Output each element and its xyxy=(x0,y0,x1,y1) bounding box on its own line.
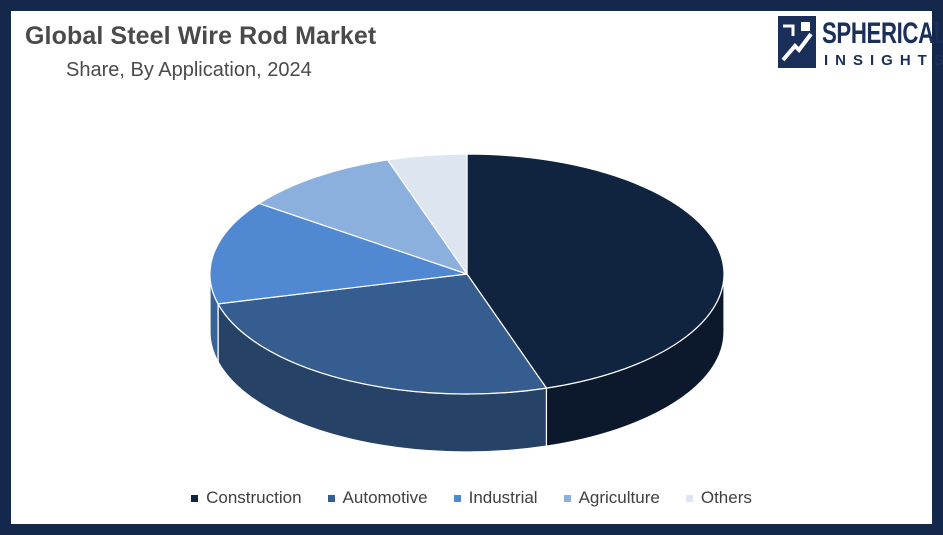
pie-slice-agriculture xyxy=(258,159,468,275)
legend-item-others: Others xyxy=(685,488,752,508)
pie-slice-construction xyxy=(466,153,725,389)
pie-slice-industrial xyxy=(209,202,468,305)
chart-subtitle: Share, By Application, 2024 xyxy=(66,59,312,81)
legend-label: Industrial xyxy=(468,488,538,507)
legend-item-construction: Construction xyxy=(191,488,302,508)
legend-swatch xyxy=(191,494,199,502)
logo-wordmark: SPHERICAL xyxy=(822,17,943,50)
pie-slice-automotive xyxy=(217,273,548,395)
legend-label: Automotive xyxy=(342,488,428,507)
chart-title: Global Steel Wire Rod Market xyxy=(25,22,377,50)
spherical-insights-logo: SPHERICAL INSIGHTS xyxy=(778,16,943,72)
legend-swatch xyxy=(327,494,335,502)
logo-tagline: INSIGHTS xyxy=(824,52,943,69)
legend-swatch xyxy=(563,494,571,502)
legend-label: Others xyxy=(700,488,752,507)
legend-item-industrial: Industrial xyxy=(453,488,538,508)
legend-label: Agriculture xyxy=(578,488,660,507)
legend-swatch xyxy=(453,494,461,502)
pie-slice-others xyxy=(386,153,468,275)
legend-label: Construction xyxy=(206,488,302,507)
legend-swatch xyxy=(685,494,693,502)
chart-legend: Construction Automotive Industrial Agricult… xyxy=(0,488,943,508)
legend-item-agriculture: Agriculture xyxy=(563,488,660,508)
legend-item-automotive: Automotive xyxy=(327,488,428,508)
logo-mark-icon xyxy=(778,16,816,68)
